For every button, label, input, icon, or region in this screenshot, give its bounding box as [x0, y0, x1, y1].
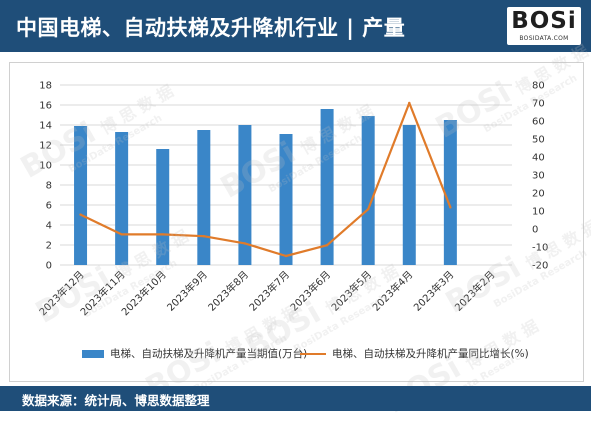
footer-bar: 数据来源：统计局、博思数据整理 [0, 386, 591, 411]
y-right-tick-label: 60 [532, 117, 545, 128]
bosi-logo: BOSi BOSIDATA.COM [507, 7, 581, 45]
line-series [79, 101, 452, 258]
line-point [161, 233, 164, 236]
growth-line [80, 101, 452, 258]
line-point [325, 244, 329, 247]
legend-item-line: 电梯、自动扶梯及升降机产量同比增长(%) [300, 346, 529, 361]
y-right-tick-label: -10 [532, 243, 548, 254]
y-left-tick-label: 8 [46, 181, 52, 192]
legend-label-line: 电梯、自动扶梯及升降机产量同比增长(%) [332, 348, 529, 360]
bar-series [74, 109, 457, 265]
x-tick-label: 2023年6月 [287, 268, 333, 314]
bar [238, 125, 252, 265]
y-right-tick-label: 10 [532, 207, 545, 218]
line-point [243, 242, 247, 245]
y-right-tick-label: -20 [532, 261, 548, 272]
line-point [449, 206, 452, 209]
logo-subtext: BOSIDATA.COM [519, 35, 569, 42]
y-left-tick-label: 0 [46, 261, 52, 272]
logo-text: BOSi [511, 8, 577, 34]
y-right-tick-label: 20 [532, 189, 545, 200]
bar [197, 130, 211, 265]
line-point [284, 254, 288, 258]
y-left-tick-label: 10 [39, 161, 52, 172]
bar [402, 125, 416, 265]
x-tick-label: 2023年3月 [411, 268, 457, 314]
y-left-tick-label: 16 [39, 101, 52, 112]
y-left-tick-label: 12 [39, 141, 52, 152]
chart-legend: 电梯、自动扶梯及升降机产量当期值(万台) 电梯、自动扶梯及升降机产量同比增长(%… [10, 346, 583, 366]
x-tick-label: 2023年5月 [328, 268, 374, 314]
y-right-tick-label: 40 [532, 153, 545, 164]
bar [156, 149, 170, 265]
y-left-tick-label: 6 [46, 201, 52, 212]
bar [279, 134, 293, 265]
legend-swatch-line [300, 352, 326, 355]
x-tick-label: 2023年4月 [370, 268, 416, 314]
bar [361, 116, 375, 265]
y-right-tick-label: 0 [532, 225, 538, 236]
source-note: 数据来源：统计局、博思数据整理 [22, 393, 210, 408]
x-axis-ticks: 2023年12月2023年11月2023年10月2023年9月2023年8月20… [36, 268, 497, 318]
y-right-tick-label: 80 [532, 81, 545, 92]
legend-item-bar: 电梯、自动扶梯及升降机产量当期值(万台) [82, 346, 307, 361]
bar [115, 132, 129, 265]
bar [74, 126, 88, 265]
bar [320, 109, 334, 265]
line-point [408, 101, 411, 105]
right-axis-ticks: -20 -10 0 10 20 30 40 50 60 70 80 [532, 81, 548, 272]
x-tick-label: 2023年8月 [205, 268, 251, 314]
x-tick-label: 2023年9月 [164, 268, 210, 314]
line-point [202, 235, 206, 238]
y-left-tick-label: 2 [46, 241, 52, 252]
header-bar: 中国电梯、自动扶梯及升降机行业 | 产量 BOSi BOSIDATA.COM [0, 0, 591, 52]
x-tick-label: 2023年7月 [246, 268, 292, 314]
y-left-tick-label: 14 [39, 121, 52, 132]
y-left-tick-label: 18 [39, 81, 52, 92]
page-title: 中国电梯、自动扶梯及升降机行业 | 产量 [16, 16, 406, 40]
left-axis-ticks: 0 2 4 6 8 10 12 14 16 18 [39, 81, 52, 272]
legend-swatch-bar [82, 349, 104, 358]
line-point [120, 233, 123, 236]
y-right-tick-label: 50 [532, 135, 545, 146]
y-right-tick-label: 30 [532, 171, 545, 182]
chart-card: 0 2 4 6 8 10 12 14 16 18 -20 -10 0 10 20 30 40 50 60 70 80 … [9, 62, 584, 382]
line-point [79, 213, 82, 216]
bar [443, 120, 457, 265]
line-point [366, 208, 370, 211]
y-right-tick-label: 70 [532, 99, 545, 110]
legend-label-bar: 电梯、自动扶梯及升降机产量当期值(万台) [110, 348, 308, 360]
y-left-tick-label: 4 [46, 221, 52, 232]
x-tick-label: 2023年2月 [452, 268, 498, 314]
